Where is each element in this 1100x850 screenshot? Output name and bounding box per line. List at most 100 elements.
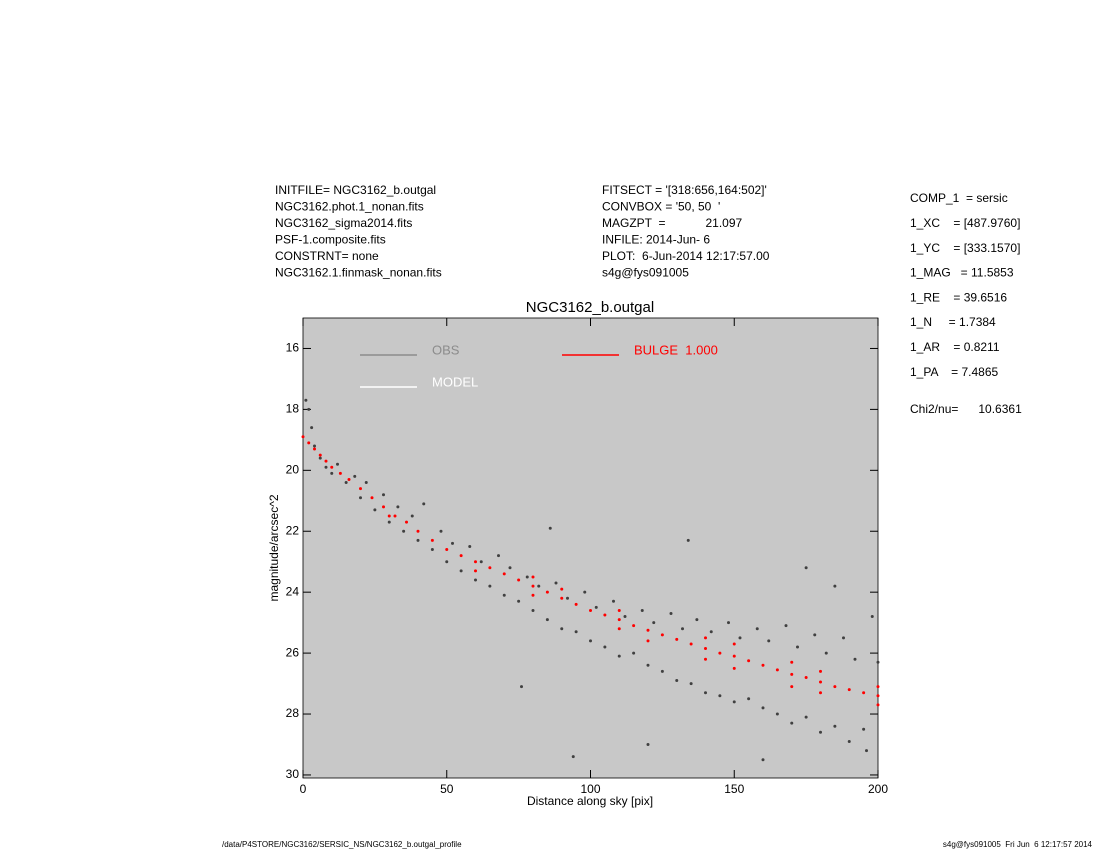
- data-point: [761, 663, 765, 667]
- data-point: [324, 465, 328, 469]
- parameter-line: 1_AR = 0.8211: [910, 340, 1000, 354]
- data-point: [589, 608, 592, 612]
- data-point: [819, 680, 822, 684]
- data-point: [804, 715, 808, 719]
- data-point: [876, 660, 880, 664]
- data-point: [459, 554, 463, 558]
- data-point: [747, 659, 751, 663]
- header-middle-line: MAGZPT = 21.097: [602, 216, 742, 230]
- data-point: [870, 615, 874, 619]
- data-point: [430, 548, 434, 552]
- chi2: Chi2/nu= 10.6361: [910, 402, 1022, 416]
- data-point: [560, 587, 564, 591]
- data-point: [876, 694, 880, 698]
- header-left-line: NGC3162.1.finmask_nonan.fits: [275, 266, 442, 280]
- data-point: [359, 496, 362, 500]
- data-point: [488, 566, 492, 570]
- data-point: [373, 508, 377, 512]
- data-point: [566, 596, 569, 600]
- data-point: [738, 636, 742, 640]
- data-point: [502, 572, 506, 576]
- data-point: [646, 639, 650, 643]
- y-axis-label: magnitude/arcsec^2: [267, 494, 281, 601]
- data-point: [330, 471, 334, 475]
- legend-label: MODEL: [432, 374, 478, 389]
- data-point: [451, 541, 454, 545]
- header-middle-line: s4g@fys091005: [602, 266, 689, 280]
- data-point: [761, 706, 765, 710]
- data-point: [525, 575, 529, 579]
- data-point: [545, 618, 549, 622]
- header-left-line: NGC3162.phot.1_nonan.fits: [275, 200, 424, 214]
- footer-right: s4g@fys091005 Fri Jun 6 12:17:57 2014: [943, 840, 1093, 849]
- data-point: [393, 514, 397, 518]
- data-point: [594, 605, 598, 609]
- data-point: [338, 471, 342, 475]
- data-point: [640, 608, 644, 612]
- data-point: [548, 526, 552, 530]
- header-left-line: INITFILE= NGC3162_b.outgal: [275, 183, 436, 197]
- data-point: [330, 465, 334, 469]
- y-tick-label: 26: [286, 645, 300, 659]
- data-point: [517, 578, 521, 582]
- data-point: [364, 481, 368, 485]
- data-point: [660, 633, 664, 637]
- data-point: [603, 613, 607, 617]
- data-point: [574, 602, 578, 606]
- data-point: [479, 560, 483, 564]
- data-point: [307, 407, 311, 411]
- data-point: [617, 608, 621, 612]
- data-point: [459, 569, 463, 573]
- x-tick-label: 50: [440, 782, 454, 796]
- data-point: [545, 590, 549, 594]
- data-point: [813, 633, 817, 637]
- data-point: [430, 538, 434, 542]
- data-point: [468, 544, 472, 548]
- legend-label: OBS: [432, 342, 460, 357]
- data-point: [347, 477, 351, 481]
- y-tick-label: 24: [286, 584, 300, 598]
- data-point: [862, 727, 866, 731]
- parameter-line: 1_MAG = 11.5853: [910, 266, 1014, 280]
- data-point: [732, 700, 736, 704]
- data-point: [313, 447, 316, 451]
- x-tick-label: 150: [724, 782, 744, 796]
- data-point: [310, 426, 314, 430]
- y-tick-label: 28: [286, 706, 300, 720]
- y-tick-label: 22: [286, 523, 300, 537]
- data-point: [819, 691, 822, 695]
- y-tick-label: 16: [286, 341, 300, 355]
- data-point: [790, 660, 794, 664]
- data-point: [790, 685, 794, 689]
- data-point: [632, 651, 636, 655]
- data-point: [439, 529, 443, 533]
- data-point: [804, 675, 808, 679]
- parameter-line: 1_YC = [333.1570]: [910, 241, 1020, 255]
- data-point: [474, 578, 477, 582]
- data-point: [307, 441, 311, 445]
- data-point: [416, 529, 420, 533]
- header-left-line: PSF-1.composite.fits: [275, 233, 386, 247]
- data-point: [445, 560, 449, 564]
- data-point: [402, 529, 406, 533]
- data-point: [646, 742, 650, 746]
- data-point: [669, 611, 673, 615]
- data-point: [396, 505, 400, 509]
- data-point: [767, 639, 771, 643]
- data-point: [517, 599, 521, 603]
- data-point: [833, 584, 837, 588]
- data-point: [876, 685, 880, 689]
- data-point: [790, 721, 794, 725]
- header-middle-line: INFILE: 2014-Jun- 6: [602, 233, 710, 247]
- data-point: [689, 682, 693, 686]
- parameter-line: COMP_1 = sersic: [910, 191, 1008, 205]
- data-point: [824, 651, 828, 655]
- data-point: [617, 618, 621, 622]
- data-point: [646, 663, 650, 667]
- data-point: [382, 493, 385, 497]
- plot-area: [302, 317, 879, 779]
- y-tick-label: 18: [286, 402, 300, 416]
- data-point: [359, 487, 362, 491]
- data-point: [560, 627, 564, 631]
- data-point: [853, 657, 857, 661]
